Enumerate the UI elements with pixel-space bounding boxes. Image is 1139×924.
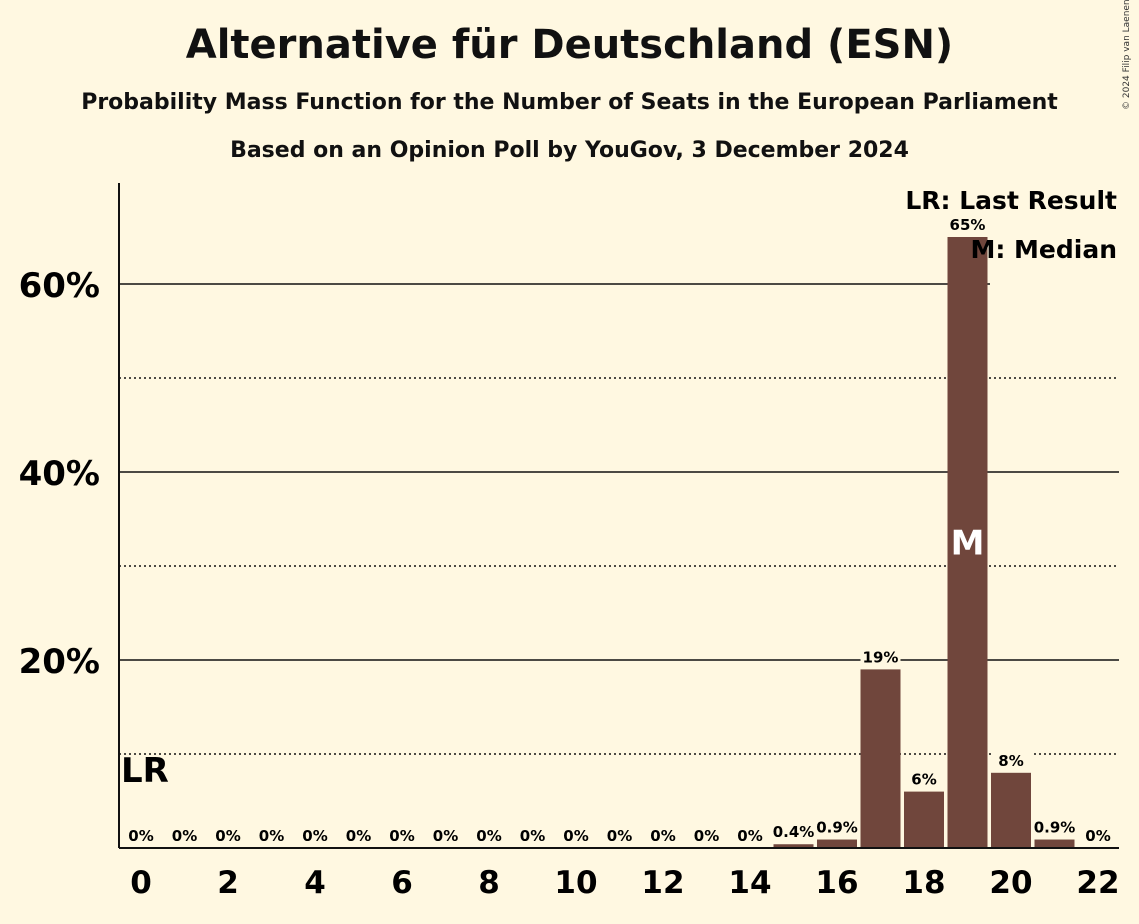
x-tick-label: 22 — [1076, 865, 1119, 901]
bar — [817, 839, 857, 848]
x-tick-label: 12 — [641, 865, 684, 901]
bar-value-label: 0% — [172, 827, 197, 845]
bar-value-label: 0% — [302, 827, 327, 845]
bar — [904, 791, 944, 848]
bar-value-label: 0.9% — [816, 819, 858, 837]
markers: LR M — [121, 524, 984, 792]
y-tick-label: 20% — [19, 642, 100, 682]
bar-value-label: 0% — [215, 827, 240, 845]
bar-value-label: 0% — [346, 827, 371, 845]
bar-value-label: 0.9% — [1034, 819, 1076, 837]
bar-value-labels: 0% 0% 0% 0% 0% 0% 0% 0% 0% 0% 0% 0% 0% 0% 0% 0.4% 0.9%19… — [128, 216, 1110, 845]
legend-last-result: LR: Last Result — [905, 186, 1117, 215]
bar-label-halo — [947, 215, 988, 235]
bar-value-label: 0% — [563, 827, 588, 845]
x-tick-labels: 0 2 4 6 8 10 12 14 16 18 20 22 — [130, 865, 1119, 901]
x-tick-label: 0 — [130, 865, 152, 901]
bar-value-label: 0% — [737, 827, 762, 845]
bar-value-label: 0% — [694, 827, 719, 845]
bar-label-halo — [991, 750, 1031, 771]
bar-value-label: 0% — [520, 827, 545, 845]
bar-value-label: 0% — [476, 827, 501, 845]
x-tick-label: 16 — [815, 865, 858, 901]
bar-value-label: 6% — [911, 771, 936, 789]
bar-value-label: 0% — [650, 827, 675, 845]
chart-source: Based on an Opinion Poll by YouGov, 3 De… — [230, 138, 909, 163]
bar-value-label: 0% — [128, 827, 153, 845]
legend-halo — [990, 274, 1119, 294]
x-tick-label: 14 — [728, 865, 771, 901]
bar-label-halo — [904, 769, 944, 790]
bar — [1034, 839, 1075, 848]
bar-value-label: 0% — [1085, 827, 1110, 845]
bar-value-label: 65% — [950, 216, 986, 234]
x-tick-label: 2 — [217, 865, 239, 901]
x-tick-label: 8 — [478, 865, 500, 901]
chart-title: Alternative für Deutschland (ESN) — [185, 22, 954, 68]
bar-value-label: 8% — [998, 752, 1023, 770]
last-result-marker: LR — [121, 751, 169, 791]
y-tick-label: 40% — [19, 454, 100, 494]
x-tick-label: 18 — [902, 865, 945, 901]
bar-value-label: 0% — [389, 827, 414, 845]
x-tick-label: 6 — [391, 865, 413, 901]
x-tick-label: 20 — [989, 865, 1032, 901]
bar-value-label: 0% — [259, 827, 284, 845]
bar — [860, 669, 901, 848]
bar — [773, 844, 814, 848]
bar-value-label: 0.4% — [773, 823, 815, 841]
y-tick-labels: 20% 40% 60% — [19, 266, 100, 682]
bar-value-label: 0% — [433, 827, 458, 845]
legend: LR: Last Result M: Median — [905, 186, 1119, 294]
bar-value-label: 19% — [863, 648, 899, 666]
bar — [947, 237, 988, 848]
axes — [118, 183, 1119, 849]
bar-value-label: 0% — [607, 827, 632, 845]
bar — [991, 772, 1031, 848]
bar-label-halo — [860, 647, 901, 668]
legend-median: M: Median — [970, 235, 1117, 264]
y-tick-label: 60% — [19, 266, 100, 306]
x-tick-label: 10 — [554, 865, 597, 901]
chart-subtitle: Probability Mass Function for the Number… — [81, 90, 1058, 115]
x-tick-label: 4 — [304, 865, 326, 901]
median-marker: M — [951, 524, 985, 564]
bars — [773, 215, 1075, 848]
